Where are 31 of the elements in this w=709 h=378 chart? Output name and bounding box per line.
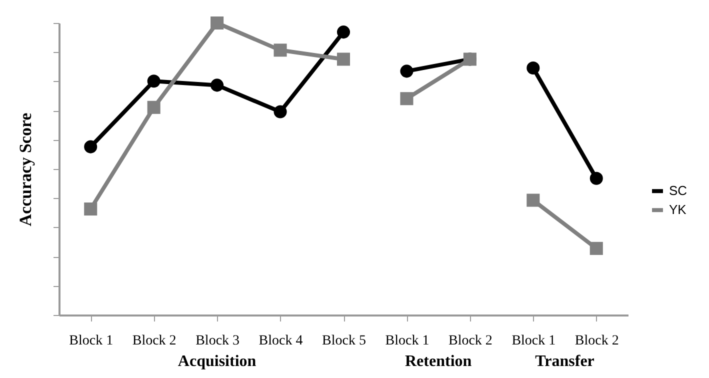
y-axis-title: Accuracy Score [16,112,35,226]
x-tick-label: Block 2 [448,334,492,348]
point [400,92,414,106]
point [336,26,350,39]
text: Transfer [535,353,594,370]
point [210,78,224,92]
point [590,172,603,185]
point [84,202,98,216]
point [147,100,160,114]
point [400,64,414,78]
x-tick-label: Block 2 [132,334,176,348]
text: Acquisition [178,353,256,370]
point [274,105,287,118]
point [210,16,224,30]
x-tick-label: Block 3 [196,334,240,348]
x-tick-label: Block 2 [574,334,619,348]
point [526,61,540,74]
legend-label: YK [669,202,687,218]
point [590,242,603,255]
x-tick-label: Block 1 [69,334,114,348]
x-tick-label: Block 4 [258,334,303,348]
point [147,74,160,88]
x-tick-label: Block 1 [512,334,556,348]
x-tick-label: Block 5 [322,334,366,348]
legend-label: SC [669,183,688,198]
point [526,194,540,207]
text: Retention [405,353,472,370]
point [274,44,287,57]
point [84,140,98,154]
x-tick-label: Block 1 [385,334,430,348]
point [336,52,350,66]
